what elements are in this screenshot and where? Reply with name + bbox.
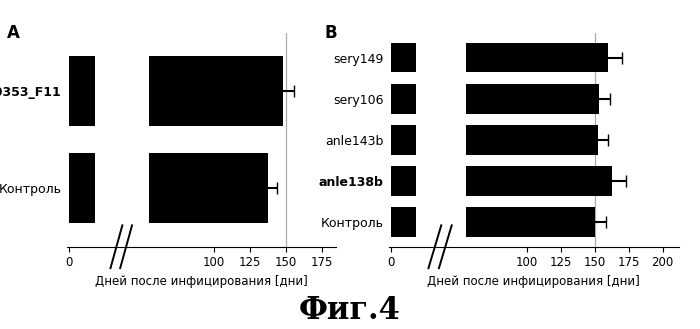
- Bar: [69, 56, 95, 126]
- Bar: [391, 166, 416, 196]
- Bar: [69, 153, 95, 223]
- Bar: [466, 84, 599, 114]
- Bar: [148, 56, 283, 126]
- X-axis label: Дней после инфицирования [дни]: Дней после инфицирования [дни]: [428, 275, 640, 288]
- Text: Фиг.4: Фиг.4: [299, 295, 401, 326]
- Text: В: В: [325, 24, 337, 42]
- Text: A: A: [7, 24, 20, 42]
- Bar: [148, 153, 268, 223]
- Bar: [391, 84, 416, 114]
- Bar: [466, 166, 612, 196]
- Bar: [391, 125, 416, 155]
- Bar: [466, 125, 598, 155]
- Bar: [391, 43, 416, 72]
- X-axis label: Дней после инфицирования [дни]: Дней после инфицирования [дни]: [95, 275, 307, 288]
- Bar: [466, 43, 608, 72]
- Bar: [466, 207, 595, 237]
- Bar: [391, 207, 416, 237]
